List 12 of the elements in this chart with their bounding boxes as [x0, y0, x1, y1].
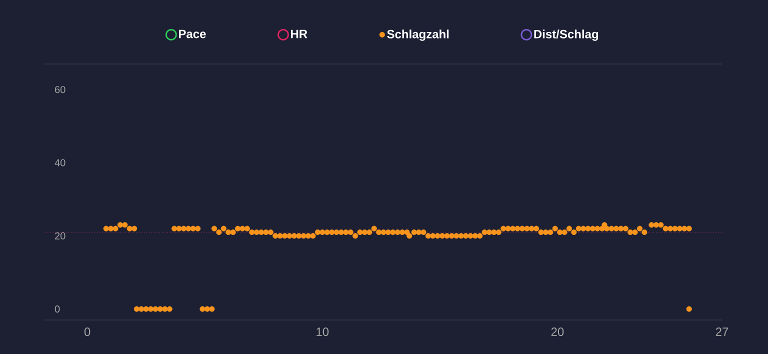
x-tick-label: 27 — [716, 328, 728, 336]
y-tick-label: 0 — [54, 305, 60, 313]
legend-label: Schlagzahl — [387, 30, 449, 41]
x-tick-label: 10 — [316, 328, 329, 336]
y-tick-label: 20 — [55, 232, 66, 240]
x-tick-label: 0 — [84, 328, 90, 336]
x-tick-label: 20 — [551, 328, 564, 336]
legend-label: Dist/Schlag — [534, 30, 598, 41]
y-tick-label: 40 — [54, 159, 66, 166]
legend-label: HR — [291, 30, 308, 38]
legend-label: Pace — [179, 30, 206, 38]
y-tick-label: 60 — [55, 86, 66, 94]
